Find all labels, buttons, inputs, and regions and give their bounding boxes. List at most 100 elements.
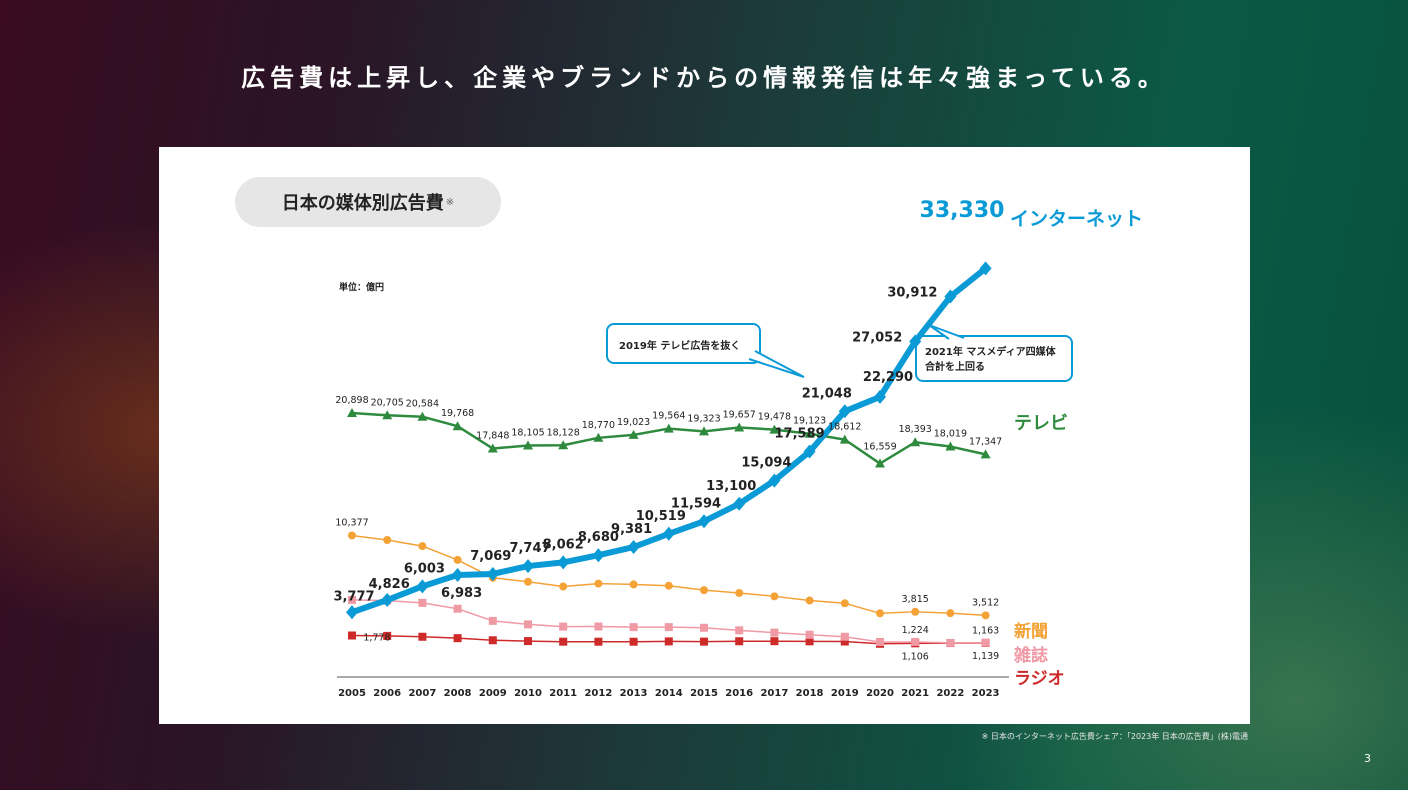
data-point-3 [488,616,497,625]
data-point-1 [347,408,357,418]
data-point-2 [383,536,392,545]
x-tick-label: 2023 [972,688,1000,699]
data-point-1 [663,423,674,433]
data-point-3 [770,628,779,637]
callout-tv-overtake-pointer [748,350,805,378]
data-point-1 [804,428,815,438]
data-point-3 [453,604,462,613]
series-name-label: 新聞 [1014,621,1048,642]
radio-data-label: 1,778 [363,633,390,644]
data-point-4 [453,634,462,643]
x-tick-label: 2013 [620,688,648,699]
data-point-0 [416,579,429,594]
data-point-1 [839,434,850,444]
internet-final-value-label: 33,330 [920,198,1005,223]
chart-title-pill: 日本の媒体別広告費 ※ [235,177,501,227]
x-tick-label: 2017 [760,688,788,699]
internet-data-label: 8,062 [543,537,584,552]
tv-data-label: 18,019 [934,429,967,440]
tv-data-label: 17,347 [969,436,1002,447]
data-point-0 [522,559,534,574]
callout-tv-overtake: 2019年 テレビ広告を抜く [619,339,740,352]
data-point-3 [981,638,990,647]
x-tick-label: 2008 [444,688,472,699]
data-point-2 [981,611,990,620]
tv-data-label: 19,657 [723,409,756,420]
tv-data-label: 19,478 [758,412,791,423]
source-footnote: ※ 日本のインターネット広告費シェア：「2023年 日本の広告費」(株)電通 [981,732,1248,741]
data-point-0 [909,334,922,349]
series-name-label: ラジオ [1014,669,1065,689]
data-point-1 [910,437,921,447]
data-point-1 [875,458,885,468]
data-point-4 [524,637,532,646]
data-point-2 [559,582,568,591]
data-point-3 [418,598,427,607]
data-point-0 [346,605,358,620]
radio-data-label: 1,106 [902,651,929,662]
data-point-4 [735,637,744,646]
x-tick-label: 2009 [479,688,507,699]
data-point-0 [768,473,781,488]
data-point-0 [733,496,746,511]
internet-data-label: 6,003 [404,561,445,576]
tv-data-label: 18,612 [828,422,861,433]
internet-data-label: 17,589 [775,427,825,442]
data-point-3 [629,623,638,632]
data-point-2 [946,609,955,618]
data-point-2 [876,609,884,618]
series-name-label: 雑誌 [1013,645,1048,666]
data-point-3 [348,595,356,604]
data-point-1 [593,432,604,442]
data-point-1 [523,440,533,450]
x-tick-label: 2020 [866,688,894,699]
data-point-4 [840,637,849,646]
tv-data-label: 19,564 [652,411,685,422]
tv-data-label: 18,393 [899,424,932,435]
data-point-1 [980,449,991,459]
data-point-0 [451,567,464,582]
x-tick-label: 2005 [338,688,366,699]
data-point-3 [840,632,849,641]
data-point-4 [488,636,497,645]
x-tick-label: 2016 [725,688,753,699]
internet-data-label: 3,777 [333,589,374,604]
data-point-2 [418,542,427,551]
data-point-4 [418,632,427,641]
callout-tv-overtake-box [606,323,761,364]
data-point-0 [944,289,957,304]
data-point-1 [769,424,780,434]
x-tick-label: 2021 [901,688,929,699]
internet-data-label: 13,100 [706,479,756,494]
page-headline: 広告費は上昇し、企業やブランドからの情報発信は年々強まっている。 [241,64,1167,92]
page-number: 3 [1364,752,1371,765]
tv-data-label: 19,023 [617,417,650,428]
internet-data-label: 4,826 [369,577,410,592]
data-point-0 [698,514,710,529]
tv-data-label: 17,848 [476,431,509,442]
tv-data-label: 18,128 [547,427,580,438]
data-point-2 [348,531,356,540]
data-point-2 [594,579,603,588]
data-point-1 [382,410,393,420]
data-point-0 [662,526,675,541]
internet-data-label: 7,069 [470,549,511,564]
internet-data-label: 10,519 [636,509,686,524]
internet-data-label: 27,052 [852,330,902,345]
data-point-4 [559,637,568,646]
line-chart: 2019年 テレビ広告を抜く 2021年 マスメディア四媒体 合計を上回る 20… [333,198,1143,699]
internet-data-label: 15,094 [741,456,791,471]
magazine-data-label: 1,224 [902,625,929,636]
x-tick-label: 2012 [584,688,612,699]
data-point-3 [946,638,955,647]
data-point-2 [664,581,673,590]
internet-data-label: 30,912 [887,286,937,301]
tv-data-label: 20,584 [406,399,439,410]
data-point-0 [592,548,605,563]
internet-data-label: 7,747 [509,541,550,556]
data-point-2 [629,580,638,589]
data-point-1 [734,422,745,432]
internet-data-label: 9,381 [611,522,652,537]
data-point-3 [876,637,884,646]
series-name-label: インターネット [1010,208,1143,230]
